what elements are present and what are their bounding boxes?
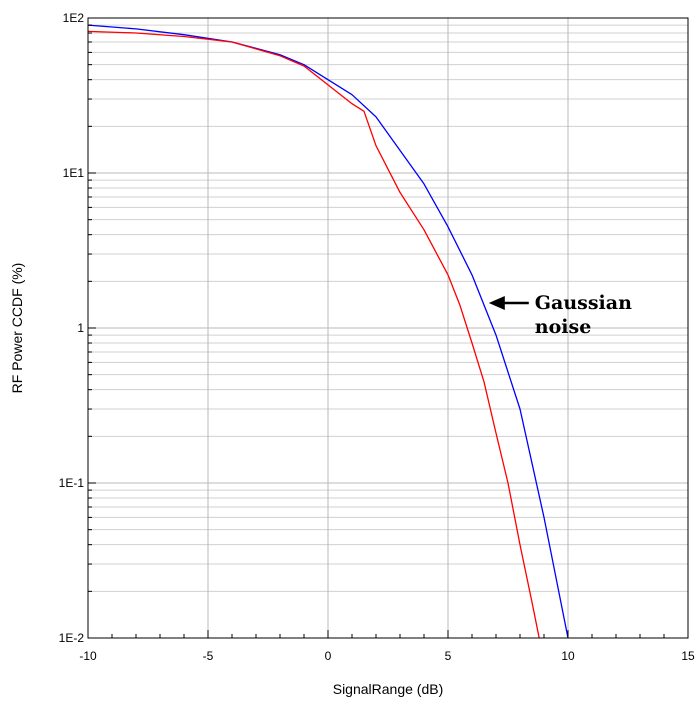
x-axis-label: SignalRange (dB) bbox=[333, 681, 444, 697]
annotation-text: noise bbox=[535, 316, 592, 338]
y-tick-label: 1E1 bbox=[63, 166, 85, 180]
y-tick-label: 1E2 bbox=[63, 11, 85, 25]
y-tick-label: 1E-2 bbox=[59, 631, 85, 645]
series-line-1 bbox=[87, 30, 540, 639]
y-tick-labels: 1E-2 1E-1 1 1E1 1E2 bbox=[59, 11, 85, 645]
annotation-text: Gaussian bbox=[535, 292, 632, 314]
x-tick-label: -10 bbox=[79, 649, 97, 663]
x-tick-label: 10 bbox=[561, 649, 575, 663]
x-tick-labels: -10 -5 0 5 10 15 bbox=[79, 649, 695, 663]
x-tick-label: 0 bbox=[325, 649, 332, 663]
x-tick-label: 15 bbox=[681, 649, 695, 663]
x-tick-label: -5 bbox=[203, 649, 214, 663]
series-layer bbox=[87, 24, 569, 639]
y-tick-label: 1E-1 bbox=[59, 476, 85, 490]
tick-marks bbox=[87, 17, 689, 639]
x-tick-label: 5 bbox=[445, 649, 452, 663]
y-axis-label: RF Power CCDF (%) bbox=[9, 263, 25, 394]
annotation-arrowhead bbox=[488, 295, 505, 310]
y-tick-label: 1 bbox=[77, 321, 84, 335]
minor-grid bbox=[88, 24, 688, 592]
